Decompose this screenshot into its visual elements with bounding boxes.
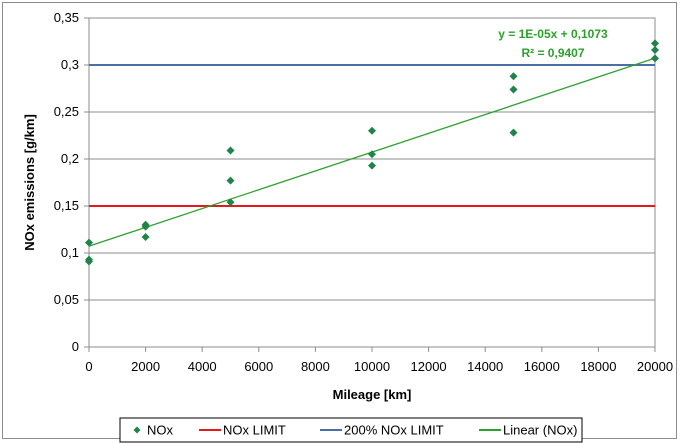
data-point <box>368 150 376 159</box>
data-point <box>226 176 235 185</box>
y-tick-label: 0,1 <box>61 245 79 260</box>
y-tick-label: 0,35 <box>54 10 79 25</box>
x-tick-label: 12000 <box>411 359 447 374</box>
axis-layer: 0 0,05 0,1 0,15 0,2 0,25 0,3 0,35 0 2000 4000 6000 8… <box>54 10 673 374</box>
x-tick-label: 0 <box>85 359 92 374</box>
data-point <box>651 54 659 63</box>
data-point <box>85 257 93 266</box>
legend-label: Linear (NOx) <box>503 423 577 438</box>
legend-label: NOx <box>147 423 174 438</box>
x-tick-label: 18000 <box>580 359 616 374</box>
x-tick-label: 4000 <box>188 359 217 374</box>
trendline-equation: y = 1E-05x + 0,1073 <box>498 27 608 41</box>
x-tick-label: 2000 <box>131 359 160 374</box>
y-tick-label: 0,3 <box>61 57 79 72</box>
legend-label: NOx LIMIT <box>223 423 286 438</box>
legend-box <box>119 417 583 443</box>
data-point <box>509 72 518 81</box>
data-point <box>226 198 235 207</box>
series-layer <box>85 39 659 266</box>
y-tick-label: 0 <box>72 339 79 354</box>
x-tick-label: 10000 <box>354 359 390 374</box>
legend: NOx NOx LIMIT 200% NOx LIMIT Linear (NOx) <box>119 417 583 443</box>
trendline-r-squared: R² = 0,9407 <box>521 46 584 60</box>
x-axis-title: Mileage [km] <box>333 387 412 402</box>
x-tick-label: 8000 <box>301 359 330 374</box>
x-tick-label: 14000 <box>467 359 503 374</box>
y-tick-label: 0,05 <box>54 292 79 307</box>
legend-marker-nox <box>133 426 141 434</box>
data-point <box>509 85 518 94</box>
data-point <box>368 161 376 170</box>
y-tick-label: 0,2 <box>61 151 79 166</box>
data-point <box>141 233 150 242</box>
data-point <box>651 45 659 54</box>
plot-area <box>88 17 656 348</box>
y-tick-label: 0,25 <box>54 104 79 119</box>
data-point <box>141 222 150 231</box>
data-point <box>509 128 518 137</box>
x-tick-label: 6000 <box>244 359 273 374</box>
y-axis-title: NOx emissions [g/km] <box>22 114 37 251</box>
x-tick-label: 20000 <box>637 359 673 374</box>
grid-layer <box>88 17 656 348</box>
y-tick-label: 0,15 <box>54 198 79 213</box>
data-point <box>226 146 235 155</box>
data-point <box>85 238 93 247</box>
x-tick-label: 16000 <box>524 359 560 374</box>
chart-frame <box>2 2 677 439</box>
data-point <box>368 126 376 135</box>
legend-label: 200% NOx LIMIT <box>344 423 444 438</box>
data-point <box>651 39 659 48</box>
